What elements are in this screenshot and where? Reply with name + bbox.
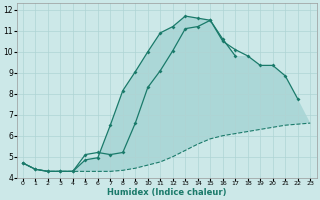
X-axis label: Humidex (Indice chaleur): Humidex (Indice chaleur): [107, 188, 226, 197]
Polygon shape: [23, 16, 310, 171]
